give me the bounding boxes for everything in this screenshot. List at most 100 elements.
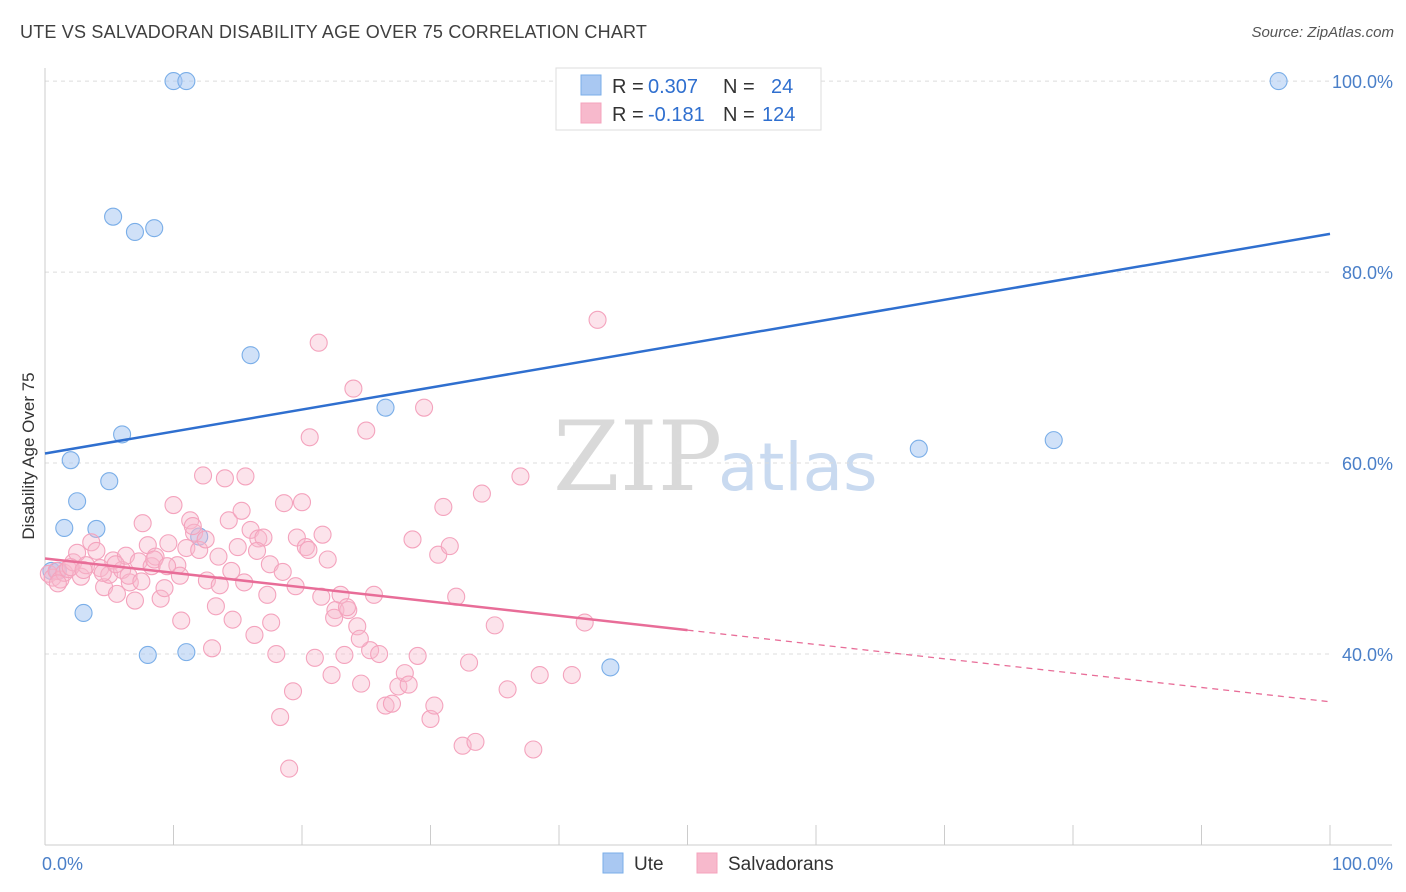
trend-lines bbox=[44, 232, 1331, 703]
legend-r-value-salvadorans: -0.181 bbox=[648, 104, 705, 126]
salvadorans-point bbox=[382, 694, 402, 713]
salvadorans-series-points bbox=[39, 310, 607, 778]
ute-point bbox=[241, 346, 260, 365]
salvadorans-point bbox=[530, 665, 549, 685]
salvadorans-point bbox=[283, 682, 303, 701]
salvadorans-point bbox=[87, 541, 106, 560]
legend-n-value-salvadorans: 124 bbox=[762, 104, 795, 126]
salvadorans-point bbox=[258, 585, 277, 604]
y-tick-label: 40.0% bbox=[1342, 645, 1393, 665]
salvadorans-point bbox=[399, 675, 418, 694]
ute-series-points bbox=[42, 72, 1288, 677]
salvadorans-point bbox=[219, 511, 238, 530]
salvadorans-point bbox=[164, 496, 183, 515]
stats-legend: R = 0.307 N = 24 R = -0.181 N = 124 bbox=[555, 67, 822, 131]
x-tick-label: 0.0% bbox=[42, 854, 83, 874]
salvadorans-point bbox=[74, 560, 93, 580]
ute-point bbox=[61, 451, 80, 470]
ute-point bbox=[138, 645, 157, 665]
salvadorans-point bbox=[206, 597, 225, 616]
legend-r-label-ute: R = bbox=[612, 76, 644, 98]
salvadorans-point bbox=[361, 641, 380, 660]
salvadorans-point bbox=[408, 646, 427, 665]
legend-n-label-ute: N = bbox=[723, 76, 755, 98]
watermark: ZIP atlas bbox=[553, 401, 878, 513]
salvadorans-point bbox=[350, 629, 369, 648]
y-tick-label: 80.0% bbox=[1342, 263, 1393, 283]
bottom-legend-swatch-salvadorans bbox=[696, 852, 718, 874]
salvadorans-point bbox=[209, 547, 228, 566]
bottom-legend: Ute Salvadorans bbox=[602, 852, 834, 875]
salvadorans-point bbox=[82, 533, 101, 552]
salvadorans-point bbox=[190, 540, 209, 559]
ute-point bbox=[601, 658, 620, 677]
salvadorans-point bbox=[274, 494, 294, 513]
legend-r-value-ute: 0.307 bbox=[648, 76, 698, 98]
salvadorans-point bbox=[376, 696, 395, 715]
salvadorans-point bbox=[203, 639, 222, 658]
watermark-zip: ZIP bbox=[553, 401, 722, 513]
salvadorans-trend-extension bbox=[687, 629, 1331, 703]
ute-point bbox=[177, 643, 196, 662]
salvadorans-point bbox=[421, 709, 440, 729]
legend-n-value-ute: 24 bbox=[771, 76, 793, 98]
salvadorans-point bbox=[485, 616, 504, 635]
salvadorans-point bbox=[196, 530, 215, 549]
ute-point bbox=[87, 519, 106, 538]
ute-point bbox=[376, 398, 395, 417]
ute-point bbox=[74, 603, 93, 623]
salvadorans-point bbox=[245, 625, 264, 644]
salvadorans-point bbox=[125, 591, 144, 610]
salvadorans-point bbox=[280, 759, 299, 778]
salvadorans-point bbox=[48, 574, 67, 593]
salvadorans-point bbox=[524, 740, 543, 759]
ute-point bbox=[104, 207, 123, 226]
bottom-legend-label-ute: Ute bbox=[634, 854, 664, 875]
salvadorans-point bbox=[344, 379, 363, 398]
salvadorans-point bbox=[287, 528, 306, 547]
legend-swatch-ute bbox=[580, 74, 602, 96]
y-tick-label: 60.0% bbox=[1342, 454, 1393, 474]
salvadorans-point bbox=[440, 537, 459, 556]
salvadorans-point bbox=[292, 493, 312, 512]
ute-point bbox=[100, 472, 119, 491]
ute-trend-line bbox=[44, 232, 1331, 455]
ute-point bbox=[55, 518, 74, 538]
salvadorans-point bbox=[170, 566, 189, 585]
watermark-atlas: atlas bbox=[718, 429, 878, 506]
source-label: Source: ZipAtlas.com bbox=[1251, 24, 1394, 41]
tick-labels: 40.0% 60.0% 80.0% 100.0% 0.0% 100.0% bbox=[42, 72, 1393, 874]
salvadorans-point bbox=[395, 664, 414, 683]
salvadorans-point bbox=[472, 484, 491, 503]
salvadorans-point bbox=[159, 534, 178, 553]
salvadorans-point bbox=[232, 501, 251, 520]
salvadorans-point bbox=[335, 645, 354, 665]
salvadorans-point bbox=[434, 497, 453, 517]
salvadorans-point bbox=[194, 466, 213, 485]
salvadorans-point bbox=[322, 665, 341, 685]
legend-r-label-salvadorans: R = bbox=[612, 104, 644, 126]
salvadorans-point bbox=[267, 644, 286, 664]
salvadorans-point bbox=[313, 525, 332, 544]
ute-point bbox=[1269, 72, 1288, 91]
salvadorans-point bbox=[415, 398, 434, 417]
salvadorans-point bbox=[262, 613, 281, 632]
salvadorans-point bbox=[236, 467, 255, 486]
ute-point bbox=[68, 492, 87, 511]
salvadorans-point bbox=[403, 530, 422, 549]
salvadorans-point bbox=[511, 467, 530, 486]
salvadorans-point bbox=[425, 696, 444, 715]
salvadorans-point bbox=[215, 469, 234, 488]
salvadorans-trend-line bbox=[44, 557, 688, 632]
salvadorans-point bbox=[132, 572, 151, 591]
salvadorans-point bbox=[155, 579, 174, 598]
salvadorans-point bbox=[185, 523, 204, 542]
salvadorans-point bbox=[299, 540, 318, 559]
chart-title: UTE VS SALVADORAN DISABILITY AGE OVER 75… bbox=[20, 22, 648, 42]
bottom-legend-swatch-ute bbox=[602, 852, 624, 874]
salvadorans-point bbox=[273, 562, 292, 581]
salvadorans-point bbox=[133, 514, 152, 533]
ute-point bbox=[125, 222, 144, 242]
salvadorans-point bbox=[575, 613, 594, 632]
